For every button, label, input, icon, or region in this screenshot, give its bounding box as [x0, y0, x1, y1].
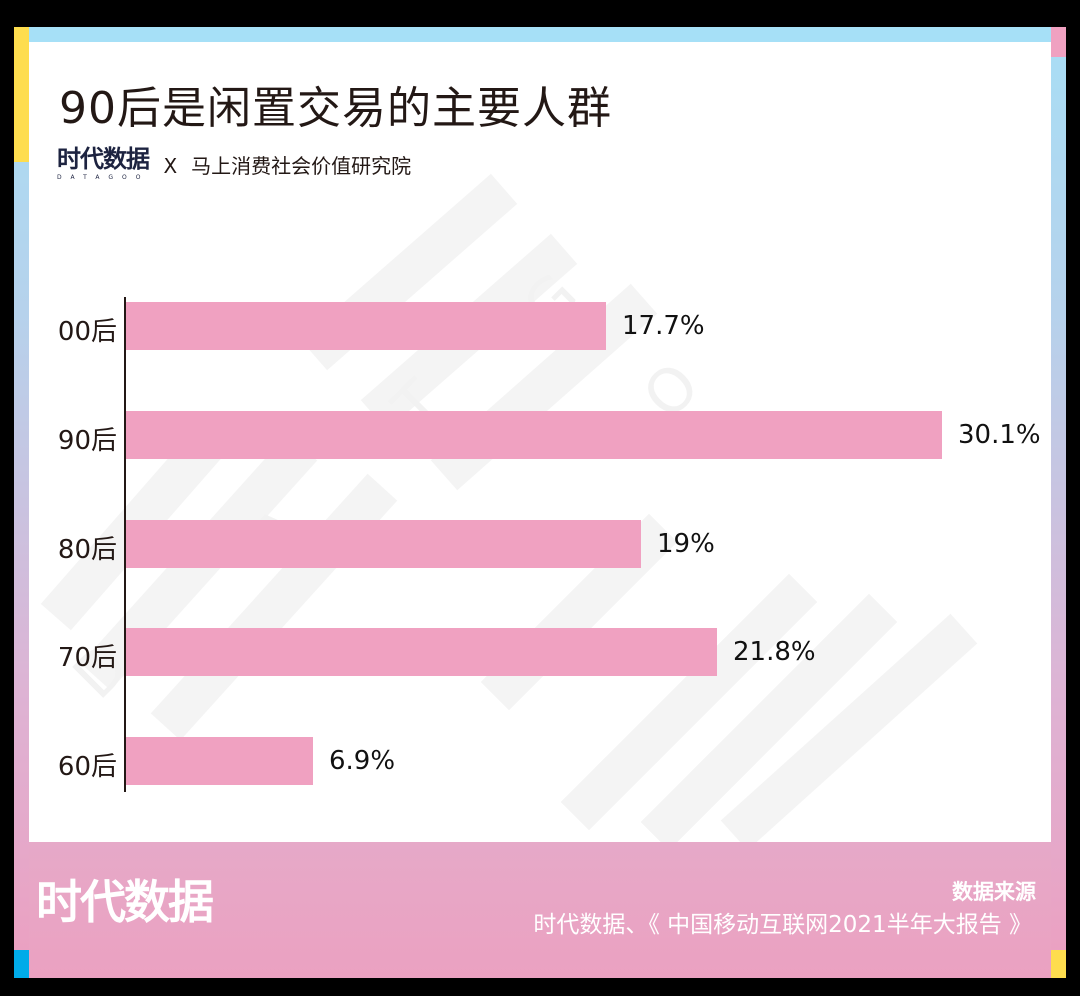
frame-accent-pink — [1051, 27, 1066, 57]
category-label: 00后 — [57, 317, 117, 347]
source-text: 时代数据、《 中国移动互联网2021半年大报告 》 — [533, 912, 1032, 938]
logo-subtext: DATAGOO — [57, 174, 150, 181]
logo-text: 时代数据 — [57, 145, 150, 173]
bar-row: 70后 21.8% — [29, 628, 1051, 677]
frame-accent-yellow — [14, 27, 29, 162]
bar — [126, 302, 606, 350]
value-label: 21.8% — [733, 637, 816, 668]
value-label: 30.1% — [958, 419, 1041, 450]
value-label: 19% — [657, 528, 715, 559]
footer-band — [29, 842, 1051, 978]
bar-row: 60后 6.9% — [29, 737, 1051, 785]
bar-row: 00后 17.7% — [29, 302, 1051, 350]
bar — [126, 410, 942, 459]
collab-separator: X — [163, 154, 178, 178]
bar-row: 80后 19% — [29, 519, 1051, 568]
partner-name: 马上消费社会价值研究院 — [191, 154, 412, 178]
source-title: 数据来源 — [952, 880, 1036, 904]
frame-accent-blue — [14, 950, 29, 978]
frame-accent-yellow-bottom — [1051, 950, 1066, 978]
value-label: 17.7% — [622, 311, 705, 341]
y-axis-line — [124, 297, 126, 792]
bar — [126, 737, 313, 785]
datagoo-logo: 时代数据 DATAGOO — [57, 145, 150, 181]
category-label: 60后 — [57, 752, 117, 782]
attribution: 时代数据 DATAGOO X 马上消费社会价值研究院 — [57, 146, 411, 181]
category-label: 70后 — [57, 643, 117, 674]
category-label: 80后 — [57, 534, 117, 565]
bar-row: 90后 30.1% — [29, 410, 1051, 459]
chart-title: 90后是闲置交易的主要人群 — [59, 83, 612, 134]
category-label: 90后 — [57, 425, 117, 456]
bar — [126, 519, 641, 568]
footer-logo: 时代数据 — [36, 875, 214, 929]
value-label: 6.9% — [329, 746, 396, 776]
frame-top-bar — [29, 27, 1051, 42]
chart-panel: D A T G O 90后是闲置交易的主要人群 时代数据 DATAGOO X 马… — [29, 42, 1051, 842]
bar — [126, 628, 717, 677]
